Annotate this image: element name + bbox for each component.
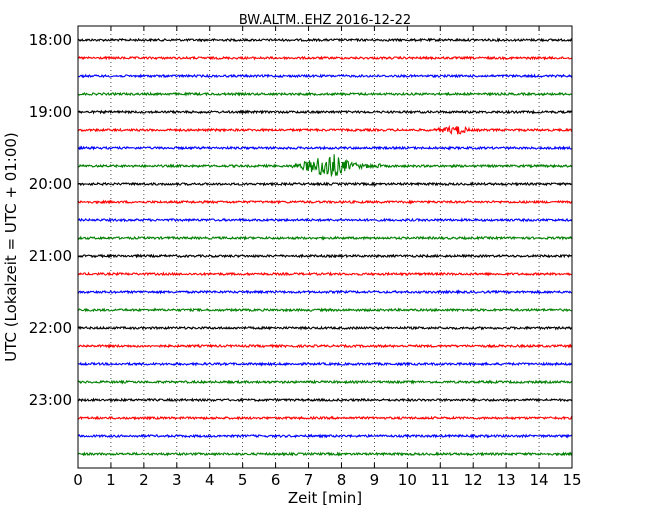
trace-row-5 <box>77 124 573 135</box>
trace-row-13 <box>77 271 573 277</box>
x-tick-label-8: 8 <box>337 471 347 489</box>
y-tick-label-0: 18:00 <box>29 31 72 49</box>
trace-row-18 <box>77 361 573 367</box>
x-tick-label-14: 14 <box>530 471 549 489</box>
x-tick-label-11: 11 <box>431 471 450 489</box>
trace-row-4 <box>77 109 573 115</box>
trace-row-17 <box>77 343 573 349</box>
x-tick-label-3: 3 <box>172 471 182 489</box>
plot-frame <box>77 25 573 469</box>
trace-row-19 <box>77 379 573 385</box>
trace-row-2 <box>77 73 573 79</box>
trace-row-8 <box>77 181 573 187</box>
trace-row-23 <box>77 451 573 457</box>
grid-lines <box>110 26 540 468</box>
trace-row-9 <box>77 199 573 205</box>
x-tick-label-1: 1 <box>106 471 116 489</box>
plot-area <box>78 26 572 468</box>
trace-row-22 <box>77 433 573 439</box>
y-tick-label-5: 23:00 <box>29 391 72 409</box>
y-axis-ticks: 18:00 19:00 20:00 21:00 22:00 23:00 <box>29 31 572 409</box>
trace-row-20 <box>77 397 573 403</box>
trace-row-0 <box>77 37 573 43</box>
trace-row-21 <box>77 415 573 421</box>
trace-row-12 <box>77 253 573 259</box>
x-tick-label-4: 4 <box>205 471 215 489</box>
y-tick-label-3: 21:00 <box>29 247 72 265</box>
trace-row-10 <box>77 217 573 223</box>
x-tick-label-12: 12 <box>464 471 483 489</box>
x-tick-label-6: 6 <box>271 471 281 489</box>
trace-row-11 <box>77 235 573 241</box>
x-tick-label-15: 15 <box>562 471 581 489</box>
x-tick-label-7: 7 <box>304 471 314 489</box>
x-tick-label-10: 10 <box>398 471 417 489</box>
trace-row-6 <box>77 145 573 151</box>
y-tick-label-4: 22:00 <box>29 319 72 337</box>
x-tick-label-0: 0 <box>73 471 83 489</box>
x-tick-label-5: 5 <box>238 471 248 489</box>
trace-row-16 <box>77 325 573 331</box>
x-tick-label-2: 2 <box>139 471 149 489</box>
chart-title: BW.ALTM..EHZ 2016-12-22 <box>239 13 411 28</box>
trace-row-14 <box>77 289 573 295</box>
trace-row-1 <box>77 55 573 61</box>
x-tick-label-13: 13 <box>497 471 516 489</box>
x-tick-label-9: 9 <box>370 471 380 489</box>
y-axis-label: UTC (Lokalzeit = UTC + 01:00) <box>2 132 20 362</box>
trace-row-3 <box>77 91 573 97</box>
seismogram-traces <box>77 37 573 457</box>
trace-row-15 <box>78 307 573 313</box>
y-tick-label-2: 20:00 <box>29 175 72 193</box>
x-axis-ticks: 0 1 2 3 4 5 6 7 8 9 10 11 12 13 14 15 <box>73 26 582 489</box>
x-axis-label: Zeit [min] <box>288 489 362 507</box>
trace-row-7 <box>77 154 573 178</box>
y-tick-label-1: 19:00 <box>29 103 72 121</box>
